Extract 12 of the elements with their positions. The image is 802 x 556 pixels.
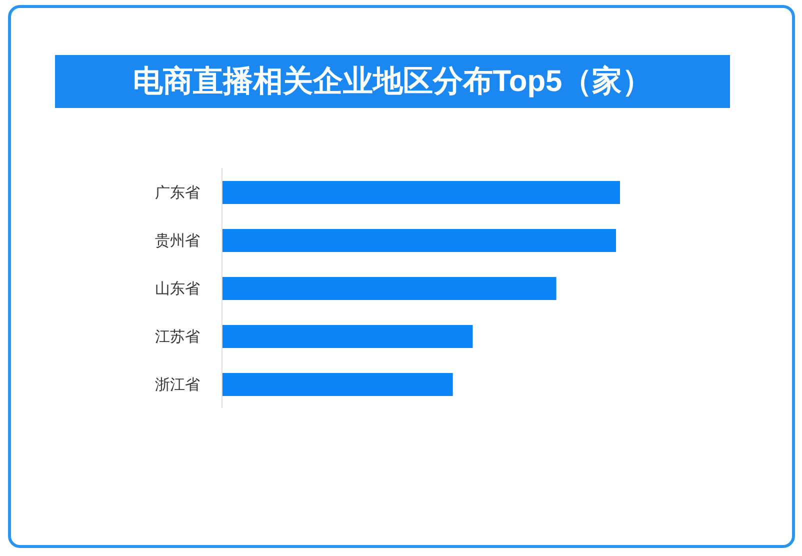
title-banner: 电商直播相关企业地区分布Top5（家） (55, 55, 730, 108)
bar (222, 229, 616, 252)
y-tick-label: 山东省 (155, 280, 200, 298)
y-tick-label: 江苏省 (155, 328, 200, 346)
y-tick-label: 浙江省 (155, 376, 200, 394)
bar (222, 181, 620, 204)
bar (222, 373, 453, 396)
bar (222, 277, 556, 300)
y-tick-label: 广东省 (155, 184, 200, 202)
bar (222, 325, 473, 348)
chart-title: 电商直播相关企业地区分布Top5（家） (132, 64, 652, 100)
y-tick-label: 贵州省 (155, 232, 200, 250)
